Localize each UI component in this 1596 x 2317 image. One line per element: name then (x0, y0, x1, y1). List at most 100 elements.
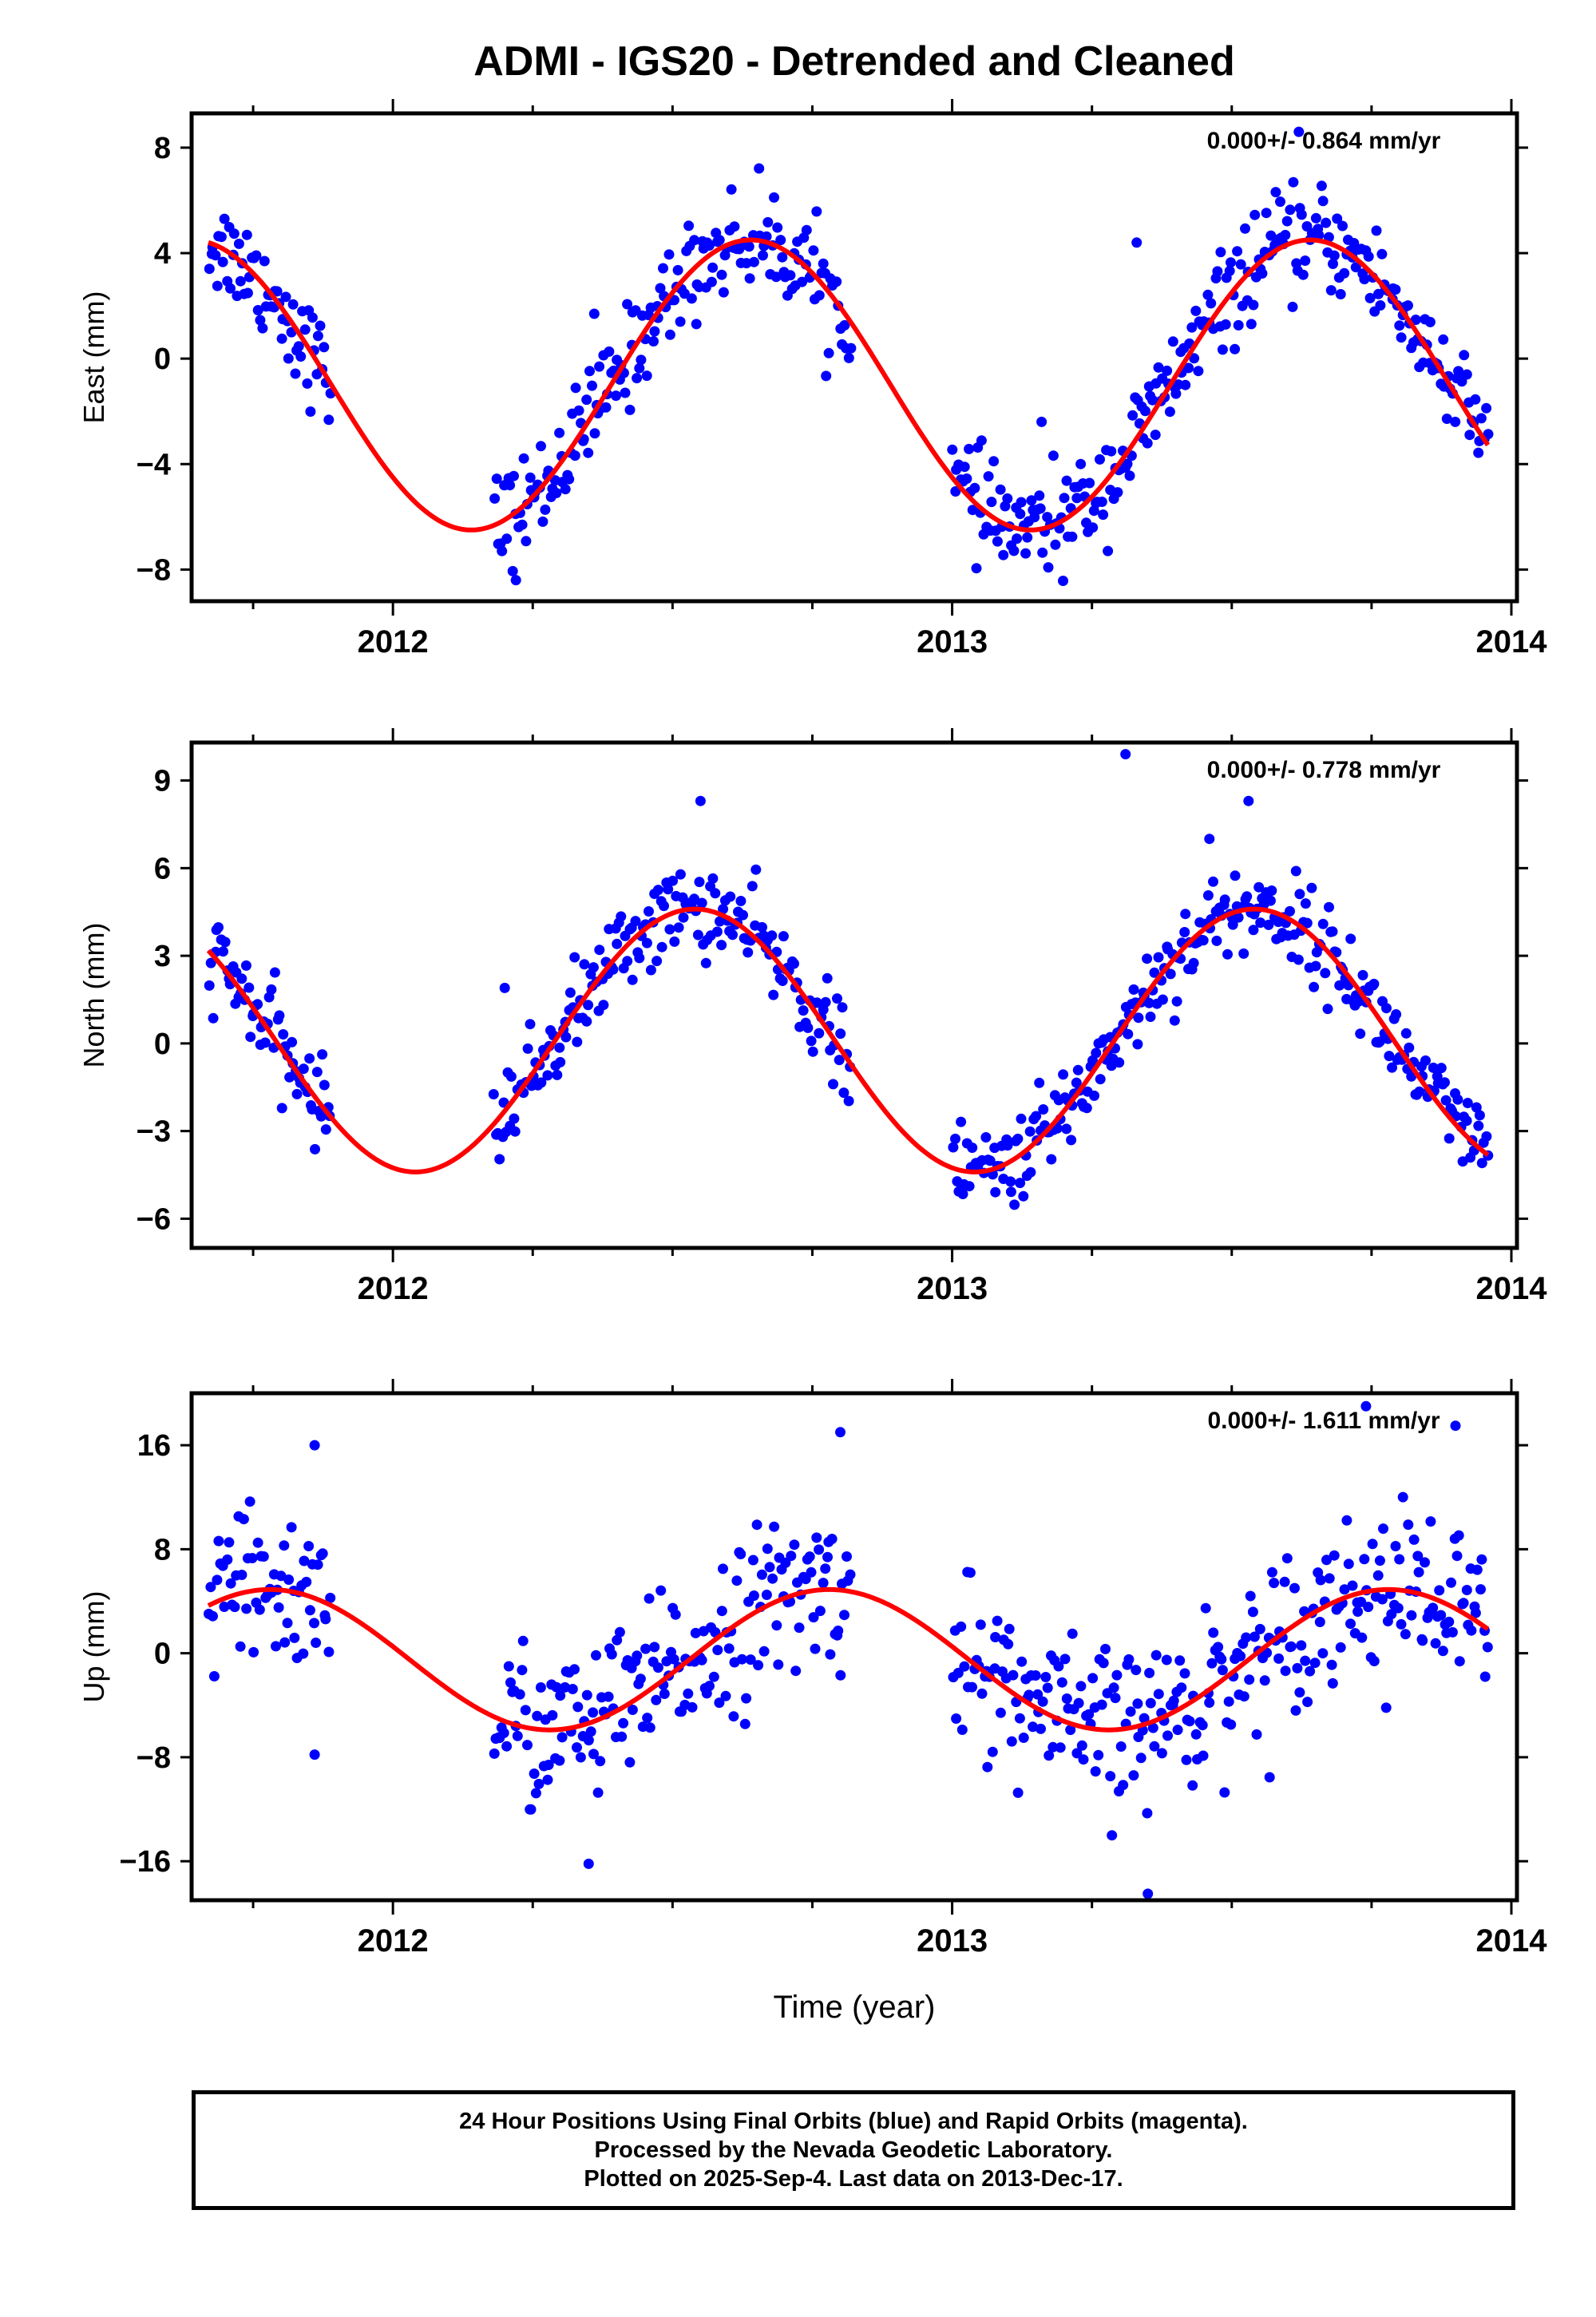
east-data-point (1424, 316, 1436, 327)
north-y-tick-label: 9 (154, 765, 171, 798)
north-data-point (1310, 960, 1321, 972)
east-data-point (489, 493, 501, 504)
north-data-point (789, 958, 799, 969)
up-data-point (818, 1578, 829, 1589)
up-data-point (1482, 1642, 1493, 1653)
up-data-point (244, 1496, 255, 1507)
east-data-point (1275, 196, 1285, 208)
up-data-point (1400, 1629, 1411, 1640)
east-data-point (1232, 246, 1243, 257)
east-data-point (255, 315, 266, 326)
east-data-point (1224, 265, 1235, 276)
north-y-ticks: −6 −3 0 3 6 9 (137, 765, 1528, 1236)
up-data-point (769, 1521, 780, 1532)
up-data-point (1030, 1670, 1041, 1681)
east-data-point (1337, 220, 1348, 232)
up-data-point (1475, 1584, 1486, 1595)
up-data-point (581, 1689, 592, 1701)
north-data-point (1149, 967, 1160, 978)
north-data-point (1015, 1178, 1026, 1189)
east-data-point (1310, 212, 1321, 224)
north-data-point (798, 1005, 809, 1016)
up-data-point (1036, 1723, 1046, 1734)
up-data-point (1413, 1566, 1424, 1578)
north-data-point (1009, 1199, 1020, 1210)
up-data-point (258, 1551, 269, 1562)
up-data-point (1317, 1648, 1329, 1659)
up-data-point (1016, 1656, 1028, 1667)
east-data-point (1071, 493, 1083, 504)
east-data-point (675, 316, 686, 327)
north-data-point (304, 1053, 315, 1064)
north-data-point (1071, 1077, 1082, 1088)
up-data-point (804, 1551, 815, 1562)
up-data-point (560, 1681, 571, 1693)
east-data-point (1124, 470, 1135, 481)
up-data-point (842, 1551, 852, 1562)
up-data-point (1168, 1695, 1179, 1706)
east-data-point (1153, 362, 1164, 373)
north-data-point (659, 901, 669, 912)
up-data-point (1356, 1632, 1368, 1643)
east-data-point (1095, 453, 1105, 465)
up-data-point (1247, 1606, 1258, 1618)
up-data-point (1345, 1618, 1356, 1630)
up-data-point (1273, 1653, 1285, 1664)
east-data-point (1257, 268, 1268, 279)
up-data-point (1213, 1642, 1224, 1653)
up-data-point (1324, 1573, 1335, 1584)
up-data-point (1454, 1656, 1465, 1667)
east-data-point (228, 228, 240, 240)
up-data-point (1476, 1554, 1487, 1565)
up-data-point (517, 1635, 529, 1646)
north-data-point (1145, 1012, 1156, 1022)
east-data-point (241, 229, 252, 240)
east-data-point (998, 549, 1009, 560)
north-data-point (652, 885, 663, 896)
up-data-point (786, 1551, 797, 1562)
north-data-point (1219, 894, 1230, 905)
up-data-point (1200, 1602, 1211, 1614)
north-data-point (1294, 889, 1305, 900)
north-data-point (950, 1133, 960, 1144)
east-data-point (518, 453, 529, 464)
north-data-point (1255, 917, 1266, 929)
east-data-point (1396, 332, 1407, 343)
north-data-point (1208, 876, 1218, 887)
east-data-point (564, 473, 575, 485)
up-data-point (1352, 1606, 1364, 1617)
east-data-point (961, 473, 972, 484)
up-data-point (1100, 1643, 1111, 1654)
east-data-point (1390, 284, 1401, 295)
east-data-point (501, 533, 513, 545)
east-data-point (1481, 402, 1492, 414)
up-data-point (1249, 1631, 1260, 1642)
east-data-point (1403, 300, 1413, 311)
north-data-point (1473, 1120, 1484, 1131)
north-data-point (1165, 968, 1176, 980)
east-data-point (664, 329, 675, 340)
north-y-tick-label: 0 (154, 1028, 171, 1061)
up-data-point (747, 1555, 758, 1566)
up-data-point (312, 1559, 323, 1570)
up-data-point (967, 1681, 977, 1693)
east-data-point (290, 368, 301, 379)
up-data-point (279, 1540, 290, 1551)
up-data-point (1028, 1721, 1039, 1733)
up-data-point (1206, 1658, 1218, 1669)
up-data-point (1374, 1555, 1385, 1566)
east-data-point (1020, 548, 1032, 559)
up-data-point (1197, 1720, 1208, 1731)
north-data-point (1327, 926, 1338, 937)
up-data-point (1037, 1696, 1048, 1707)
up-data-point (323, 1646, 335, 1658)
north-data-point (964, 1181, 975, 1192)
north-x-ticks: 2012 2013 2014 (251, 728, 1547, 1306)
up-data-point (956, 1621, 967, 1632)
up-data-point (591, 1650, 601, 1661)
east-data-point (299, 324, 311, 335)
north-data-point (1227, 919, 1238, 930)
up-data-point (1285, 1641, 1297, 1652)
up-data-point (1108, 1682, 1119, 1693)
north-data-point (522, 1043, 533, 1054)
